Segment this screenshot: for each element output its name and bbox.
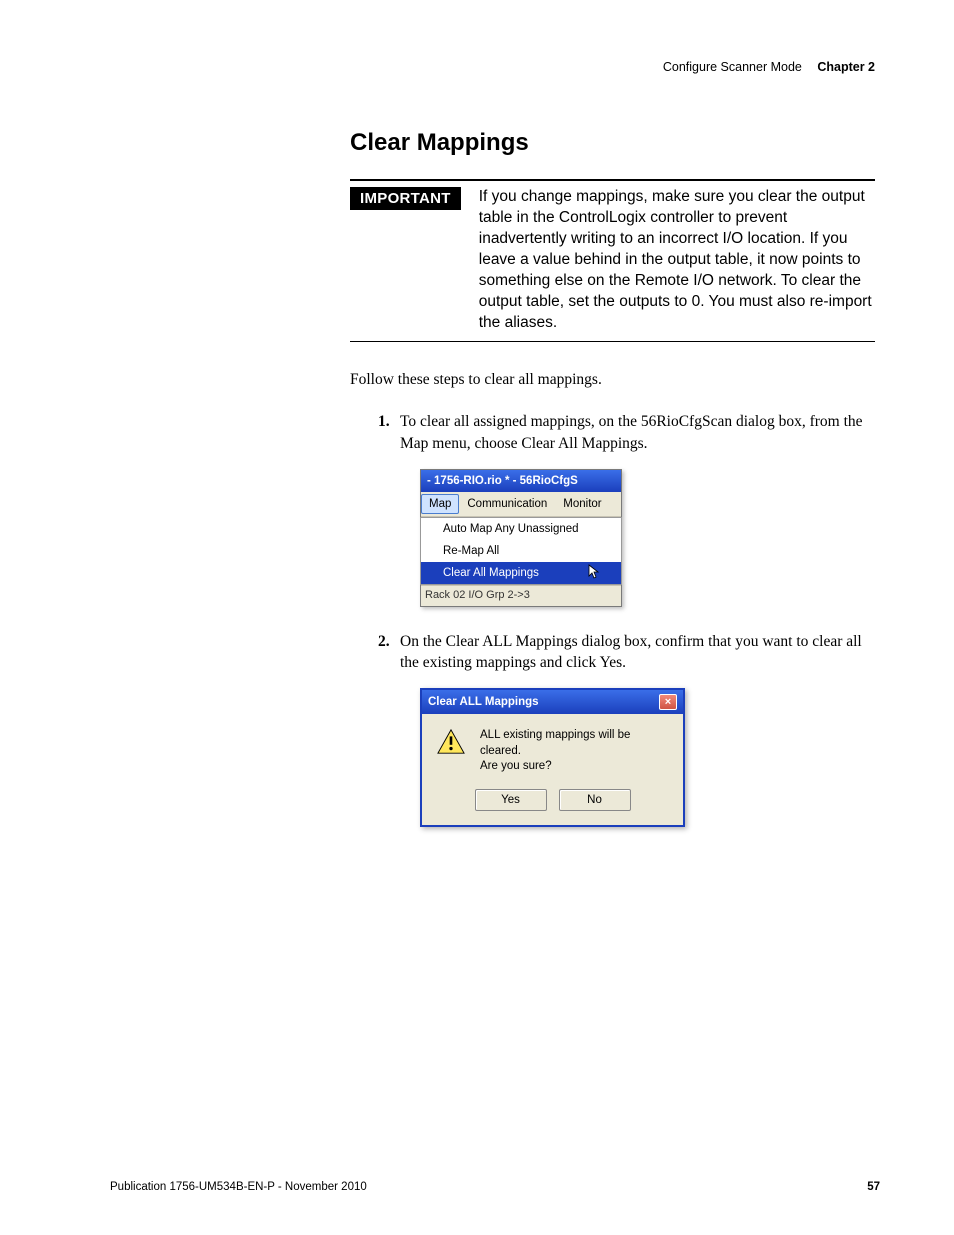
- menu-communication[interactable]: Communication: [459, 494, 555, 514]
- step-number: 2.: [378, 631, 390, 653]
- menu-map[interactable]: Map: [421, 494, 459, 514]
- window-titlebar: - 1756-RIO.rio * - 56RioCfgS: [421, 470, 621, 492]
- step-1: 1. To clear all assigned mappings, on th…: [378, 411, 875, 606]
- yes-button[interactable]: Yes: [475, 789, 547, 811]
- intro-text: Follow these steps to clear all mappings…: [350, 370, 875, 391]
- cursor-icon: [587, 564, 603, 580]
- dialog-line1: ALL existing mappings will be cleared.: [480, 729, 630, 757]
- screenshot-confirm-dialog: Clear ALL Mappings ×: [420, 688, 685, 827]
- no-button[interactable]: No: [559, 789, 631, 811]
- close-icon: ×: [665, 697, 671, 708]
- header-section: Configure Scanner Mode: [663, 60, 802, 74]
- menubar: Map Communication Monitor: [421, 492, 621, 517]
- dialog-titlebar: Clear ALL Mappings ×: [422, 690, 683, 714]
- menu-item-label: Clear All Mappings: [443, 567, 539, 579]
- page-number: 57: [867, 1181, 880, 1193]
- step-1-text: To clear all assigned mappings, on the 5…: [400, 413, 863, 452]
- menu-item-remap-all[interactable]: Re-Map All: [421, 540, 621, 562]
- section-title: Clear Mappings: [350, 129, 880, 157]
- warning-icon: [436, 728, 466, 756]
- running-header: Configure Scanner Mode Chapter 2: [110, 60, 880, 74]
- dialog-message: ALL existing mappings will be cleared. A…: [480, 728, 669, 775]
- step-number: 1.: [378, 411, 390, 433]
- page-footer: Publication 1756-UM534B-EN-P - November …: [110, 1181, 880, 1193]
- map-dropdown: Auto Map Any Unassigned Re-Map All Clear…: [420, 517, 622, 585]
- menu-monitor[interactable]: Monitor: [555, 494, 609, 514]
- publication-id: Publication 1756-UM534B-EN-P - November …: [110, 1181, 367, 1193]
- screenshot-map-menu: - 1756-RIO.rio * - 56RioCfgS Map Communi…: [420, 469, 622, 607]
- important-box: IMPORTANT If you change mappings, make s…: [350, 179, 875, 342]
- dialog-title: Clear ALL Mappings: [428, 694, 539, 710]
- dialog-line2: Are you sure?: [480, 760, 552, 772]
- close-button[interactable]: ×: [659, 694, 677, 710]
- menu-item-clear-all-mappings[interactable]: Clear All Mappings: [421, 562, 621, 584]
- menu-item-auto-map[interactable]: Auto Map Any Unassigned: [421, 518, 621, 540]
- step-2: 2. On the Clear ALL Mappings dialog box,…: [378, 631, 875, 827]
- rack-line: Rack 02 I/O Grp 2->3: [421, 585, 621, 605]
- important-label: IMPORTANT: [350, 187, 461, 210]
- important-text: If you change mappings, make sure you cl…: [479, 187, 875, 333]
- step-2-text: On the Clear ALL Mappings dialog box, co…: [400, 633, 862, 672]
- header-chapter: Chapter 2: [817, 60, 875, 74]
